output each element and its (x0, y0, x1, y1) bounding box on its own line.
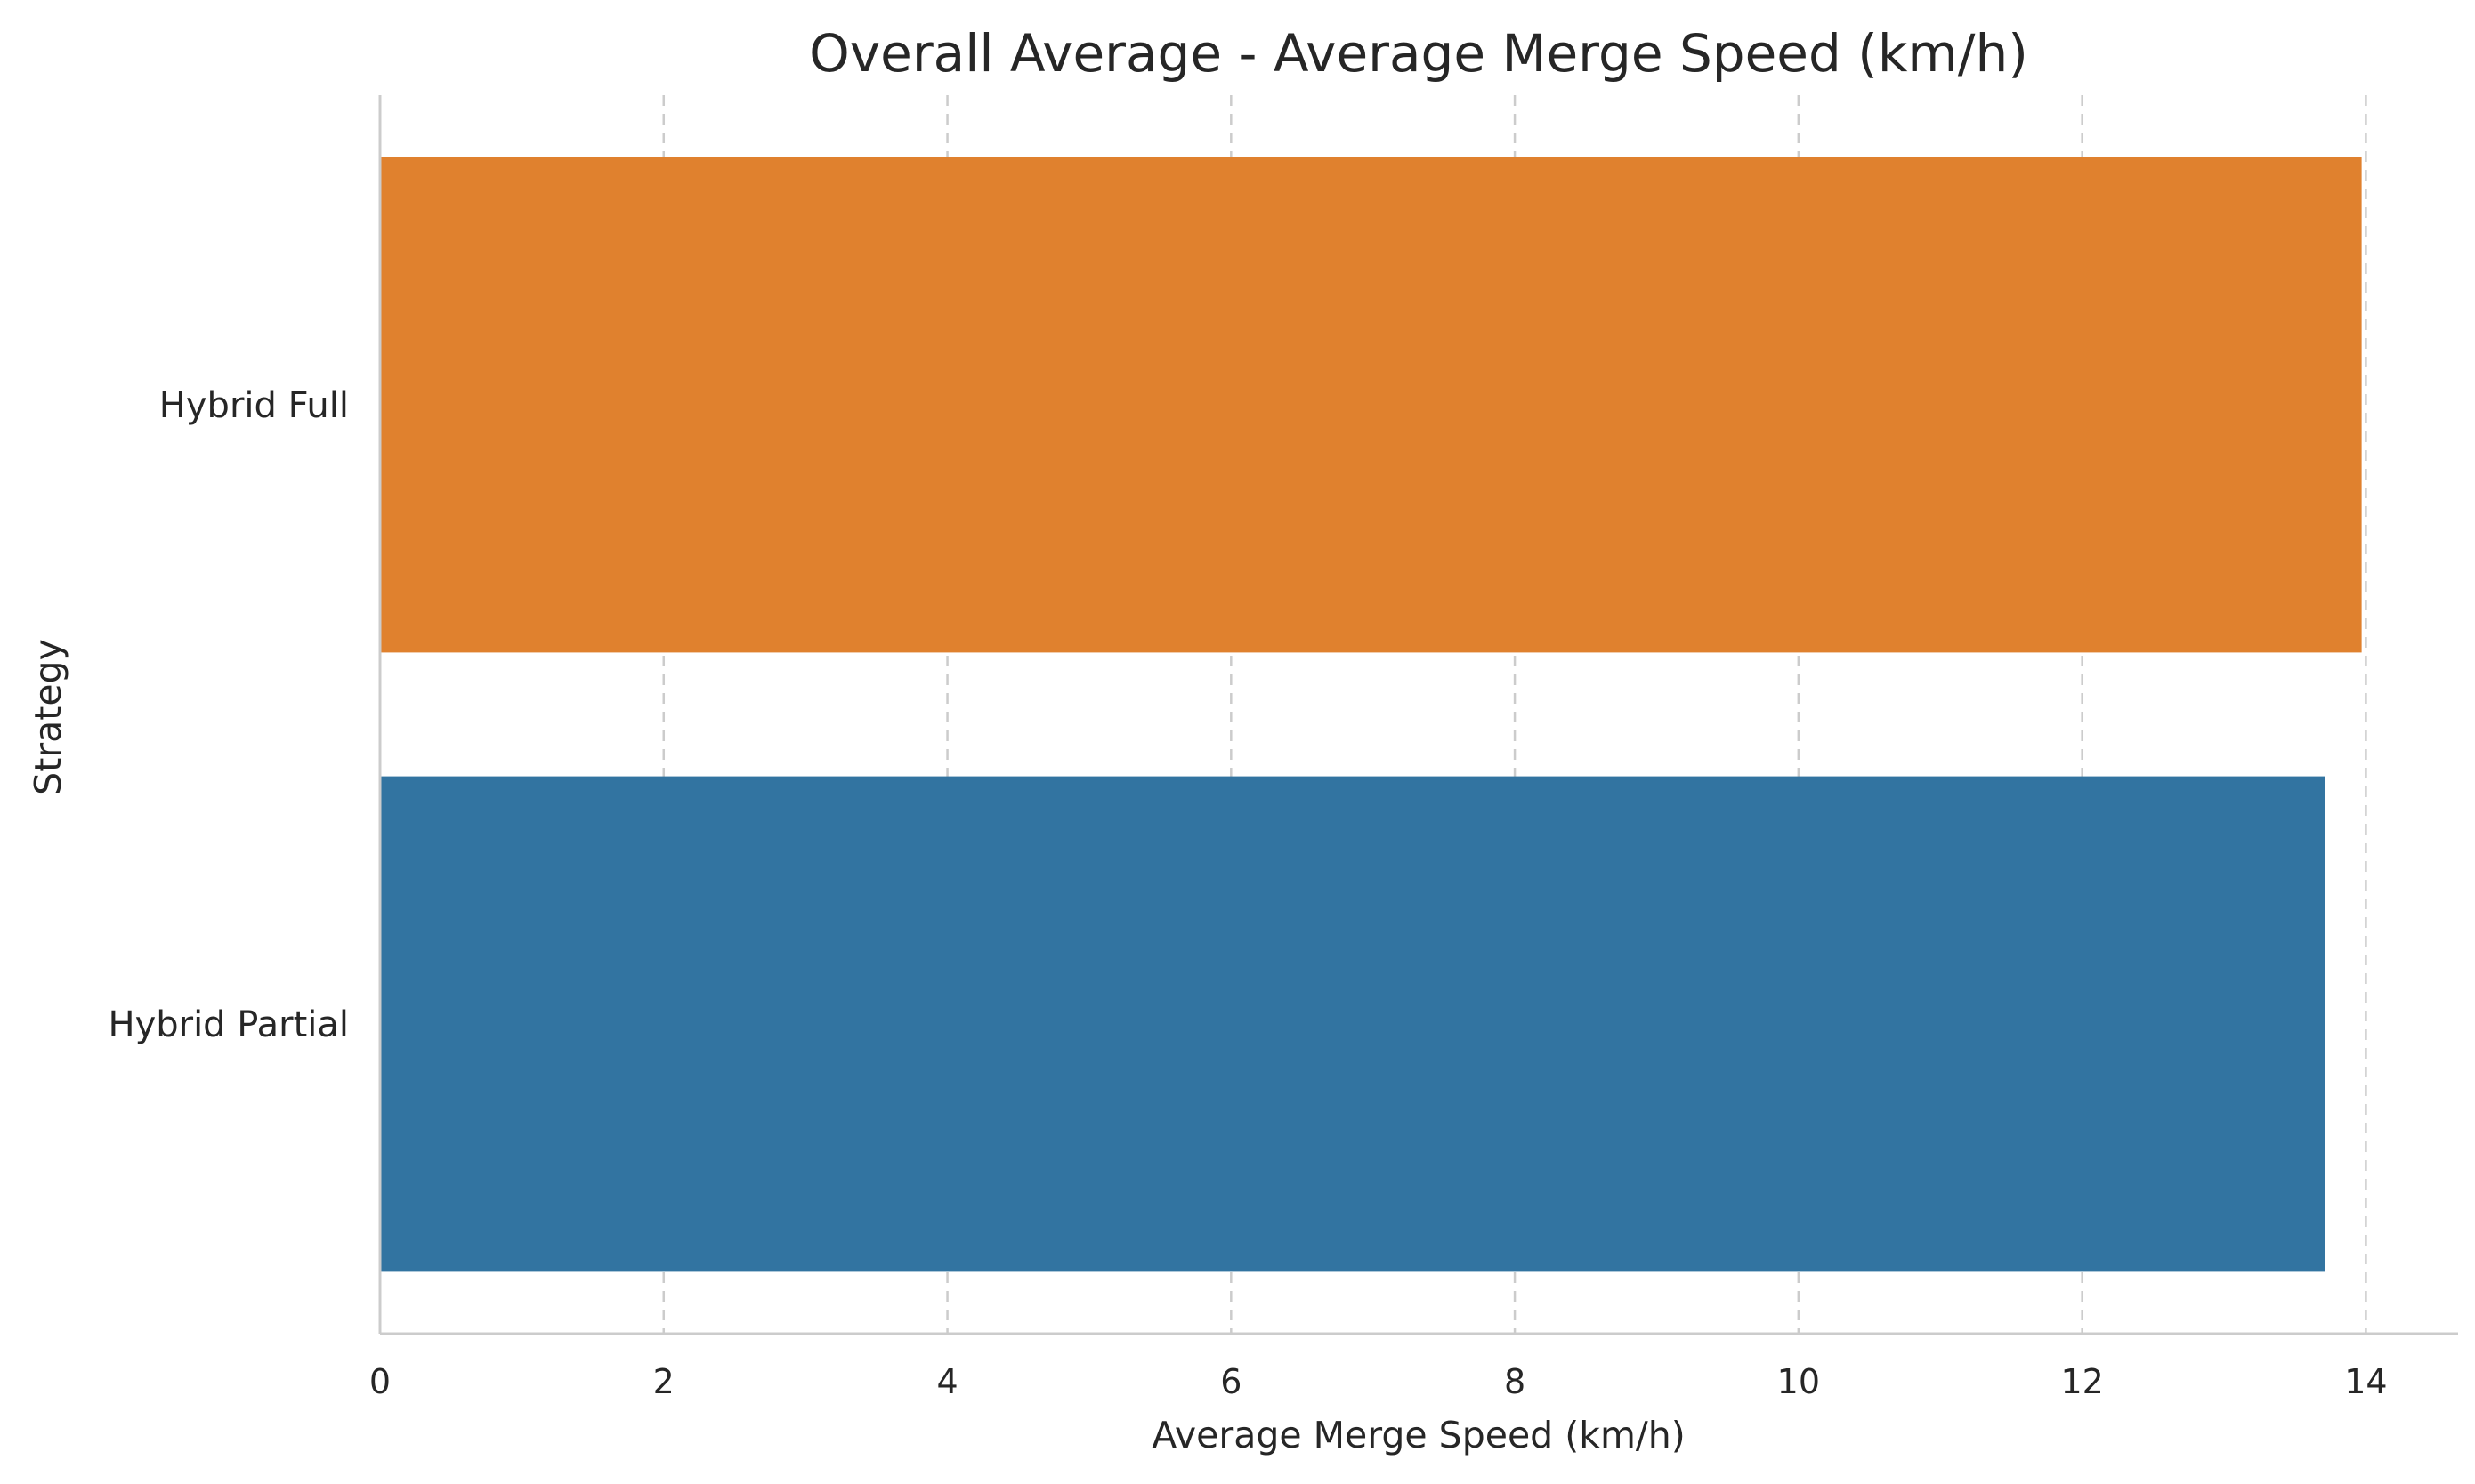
x-tick-label: 12 (2060, 1362, 2103, 1401)
x-tick-label: 10 (1777, 1362, 1820, 1401)
x-tick-label: 6 (1220, 1362, 1242, 1401)
bars (380, 157, 2362, 1272)
y-axis-label: Strategy (27, 639, 69, 795)
chart-title: Overall Average - Average Merge Speed (k… (809, 23, 2028, 84)
y-category-label: Hybrid Full (159, 385, 349, 426)
y-category-label: Hybrid Partial (108, 1004, 349, 1045)
axes (378, 95, 2458, 1335)
x-tick-label: 14 (2344, 1362, 2387, 1401)
x-tick-labels: 0 2 4 6 8 10 12 14 (369, 1362, 2388, 1401)
x-tick-label: 8 (1504, 1362, 1525, 1401)
bar (380, 776, 2325, 1272)
x-tick-label: 0 (369, 1362, 391, 1401)
x-axis-label: Average Merge Speed (km/h) (1152, 1414, 1685, 1456)
x-tick-label: 4 (936, 1362, 958, 1401)
bar (380, 157, 2362, 653)
x-tick-label: 2 (653, 1362, 675, 1401)
y-category-labels: Hybrid Full Hybrid Partial (108, 385, 349, 1045)
